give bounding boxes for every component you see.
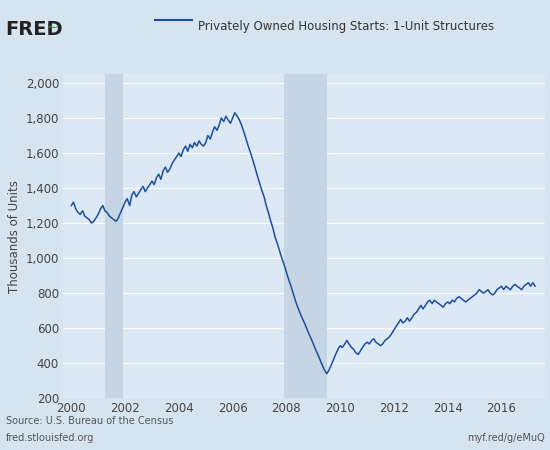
Text: fred.stlouisfed.org: fred.stlouisfed.org [6, 433, 94, 443]
Text: Source: U.S. Bureau of the Census: Source: U.S. Bureau of the Census [6, 416, 173, 426]
Y-axis label: Thousands of Units: Thousands of Units [8, 180, 21, 292]
Text: FRED: FRED [6, 20, 63, 39]
Bar [105, 74, 123, 398]
Bar [284, 74, 327, 398]
Text: Privately Owned Housing Starts: 1-Unit Structures: Privately Owned Housing Starts: 1-Unit S… [198, 20, 494, 33]
Text: ~: ~ [47, 20, 58, 34]
Text: myf.red/g/eMuQ: myf.red/g/eMuQ [467, 433, 544, 443]
